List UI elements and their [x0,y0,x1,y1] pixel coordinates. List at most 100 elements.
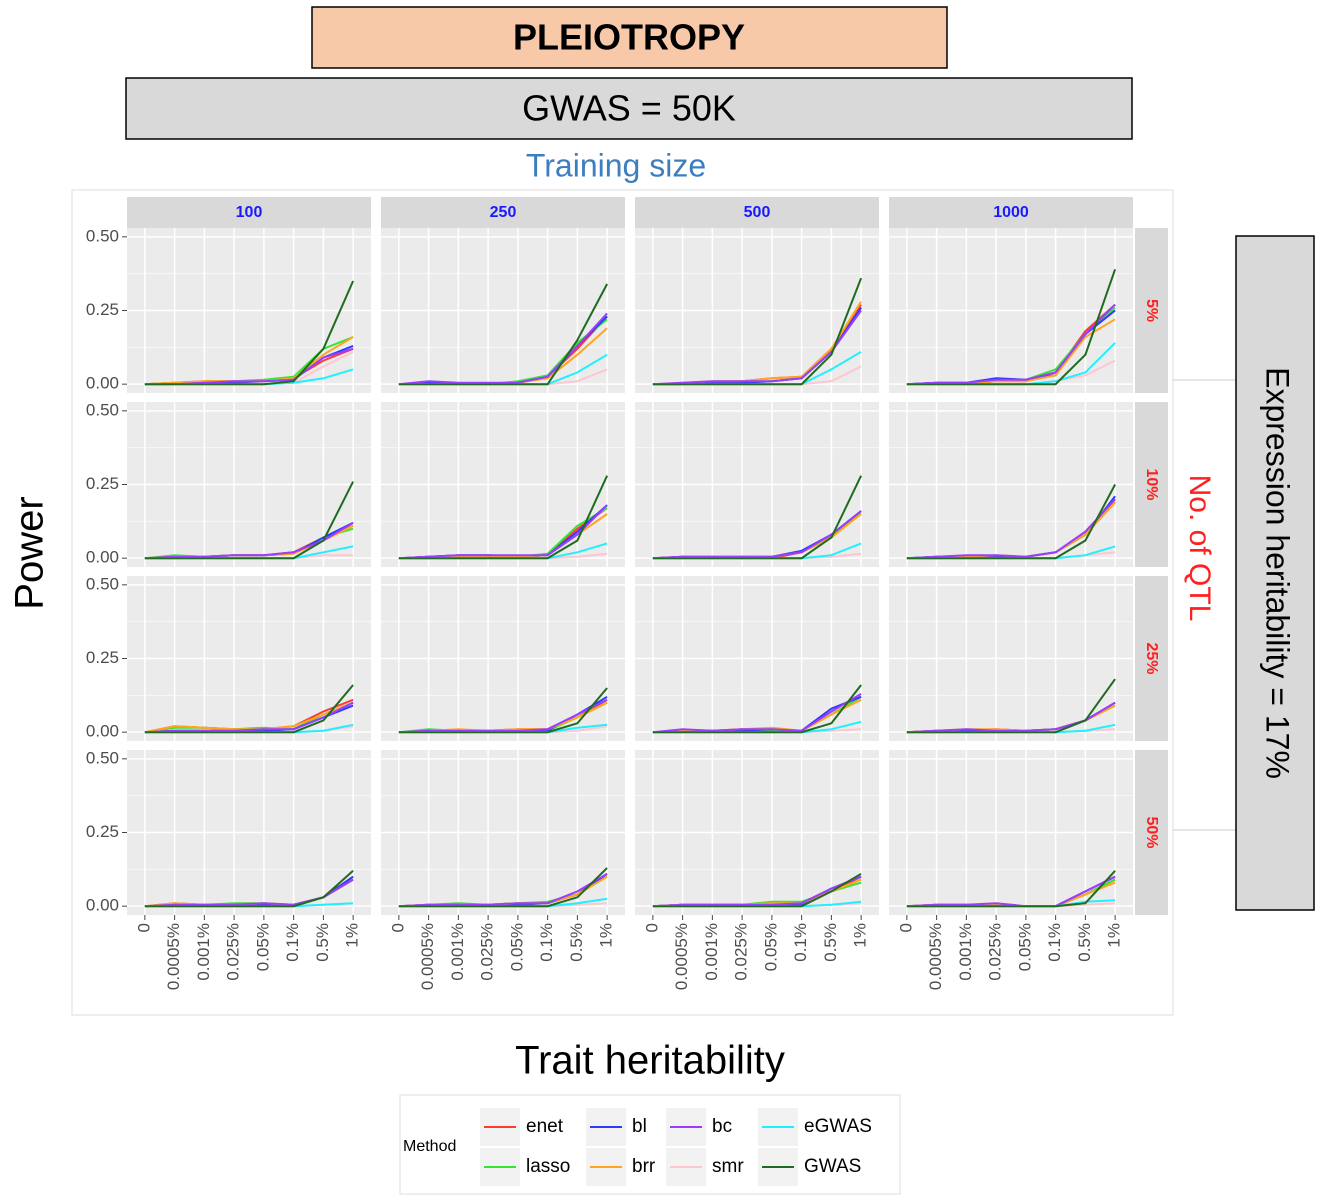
series-line [398,867,608,908]
y-tick-label: 0.00 [86,896,119,915]
legend-label: bc [712,1116,732,1137]
series-line [906,870,1116,908]
legend-label: eGWAS [804,1116,872,1137]
column-strip [889,197,1133,228]
x-tick-label: 0.05% [507,923,526,971]
column-title: Training size [526,147,706,183]
y-tick-label: 0.25 [86,648,119,667]
x-tick-label: 0.025% [478,923,497,981]
x-tick-label: 0.05% [1015,923,1034,971]
y-tick-label: 0.00 [86,374,119,393]
row-strip [1135,228,1168,393]
series-line [652,510,862,560]
subtitle: GWAS = 50K [522,88,736,129]
series-line [398,872,608,908]
series-line [652,872,862,908]
x-tick-label: 0.0005% [672,923,691,990]
legend-label: GWAS [804,1156,861,1177]
series-line [906,484,1116,560]
series-line [144,481,354,560]
side-title: Expression heritability = 17% [1260,367,1296,779]
x-tick-label: 0 [642,923,661,932]
series-line [144,701,354,734]
series-line [144,684,354,734]
column-strip-label: 500 [744,204,771,221]
column-strip [127,197,371,228]
row-strip-label: 10% [1143,468,1160,500]
series-line [906,875,1116,908]
y-tick-label: 0.00 [86,722,119,741]
row-strip [1135,402,1168,567]
row-strip-label: 50% [1143,816,1160,848]
row-strip-label: 25% [1143,642,1160,674]
x-axis-label: Trait heritability [515,1039,785,1083]
subtitle-box [125,77,1133,140]
legend-title: Method [403,1138,456,1155]
x-tick-label: 0.025% [732,923,751,981]
x-tick-label: 0 [896,923,915,932]
y-tick-label: 0.50 [86,574,119,593]
series-line [906,498,1116,560]
series-line [652,684,862,734]
x-tick-label: 1% [597,923,616,948]
series-line [906,268,1117,386]
legend-label: enet [526,1116,564,1137]
column-strip-label: 100 [236,204,263,221]
x-tick-label: 0.0005% [926,923,945,990]
x-tick-label: 0 [134,923,153,932]
y-tick-label: 0.50 [86,400,119,419]
x-tick-label: 0.001% [956,923,975,981]
x-tick-label: 1% [851,923,870,948]
x-tick-label: 0.05% [761,923,780,971]
series-line [398,312,608,386]
series-line [398,475,609,560]
column-strip [635,197,879,228]
x-tick-label: 1% [343,923,362,948]
side-box [1235,235,1315,911]
x-tick-label: 0.0005% [418,923,437,990]
x-tick-label: 0.5% [567,923,586,962]
legend-box [399,1094,901,1195]
series-line [398,504,608,560]
x-tick-label: 0.001% [702,923,721,981]
row-title: No. of QTL [1183,475,1216,622]
x-tick-label: 0.1% [791,923,810,962]
x-tick-label: 0.1% [283,923,302,962]
series-line [652,693,862,734]
series-line [652,875,862,908]
series-line [906,678,1116,734]
title-box [311,6,948,69]
x-tick-label: 0.025% [986,923,1005,981]
row-strip [1135,750,1168,915]
legend-label: brr [632,1156,656,1177]
x-tick-label: 0.05% [253,923,272,971]
y-tick-label: 0.50 [86,748,119,767]
series-line [652,309,862,386]
series-line [906,303,1116,386]
legend-label: lasso [526,1156,570,1177]
x-tick-label: 0.5% [821,923,840,962]
x-tick-label: 0 [388,923,407,932]
x-tick-label: 0.0005% [164,923,183,990]
y-tick-label: 0.25 [86,300,119,319]
y-axis-label: Power [8,496,52,609]
x-tick-label: 0.5% [1075,923,1094,962]
x-tick-label: 0.001% [194,923,213,981]
title: PLEIOTROPY [513,17,745,58]
x-tick-label: 0.025% [224,923,243,981]
column-strip-label: 250 [490,204,517,221]
legend-label: smr [712,1156,744,1177]
series-line [144,280,355,386]
x-tick-label: 0.5% [313,923,332,962]
column-strip-label: 1000 [993,204,1029,221]
y-tick-label: 0.25 [86,474,119,493]
legend-label: bl [632,1116,647,1137]
series-line [652,475,863,560]
x-tick-label: 0.1% [1045,923,1064,962]
y-tick-label: 0.00 [86,548,119,567]
y-tick-label: 0.50 [86,226,119,245]
series-line [398,687,608,734]
x-tick-label: 1% [1105,923,1124,948]
x-tick-label: 0.001% [448,923,467,981]
